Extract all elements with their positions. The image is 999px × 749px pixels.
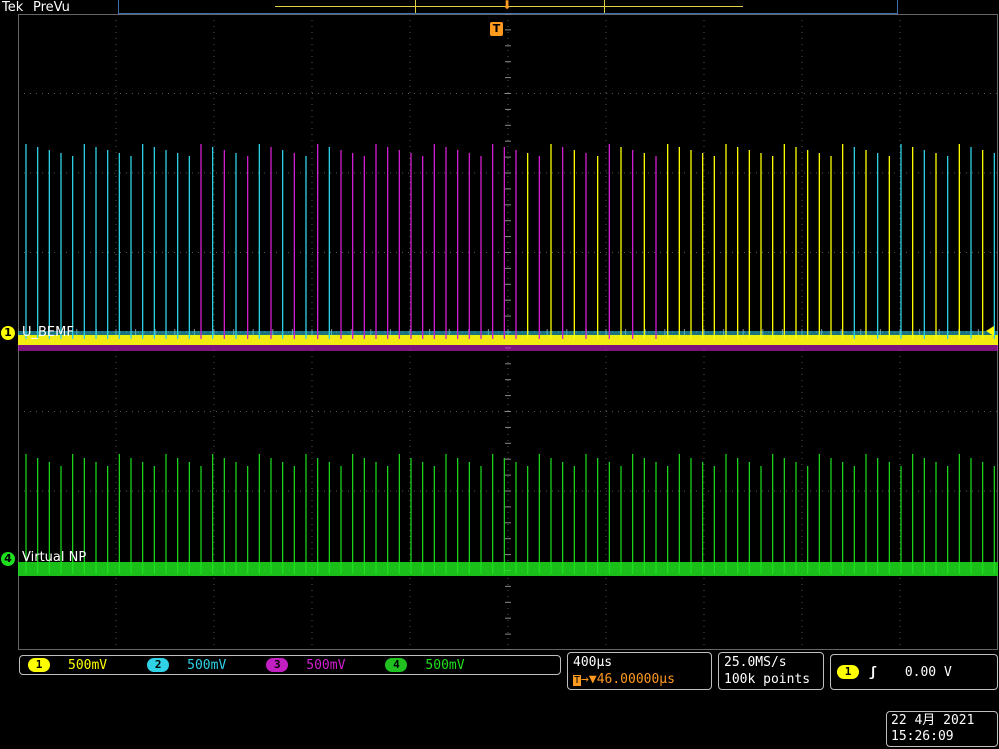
time-per-division: 400µs xyxy=(573,655,613,670)
time-value: 15:26:09 xyxy=(891,729,954,744)
ch3-scale[interactable]: 3 500mV xyxy=(266,658,375,673)
date-time-display: 22 4月 2021 15:26:09 xyxy=(886,711,998,747)
ch4-badge: 4 xyxy=(385,658,408,672)
ch4-scale-value: 500mV xyxy=(425,657,465,673)
date-value: 22 4月 2021 xyxy=(891,713,975,728)
ch2-offset-arrow-icon xyxy=(986,326,994,336)
ch1-trace xyxy=(18,335,998,345)
trigger-position-arrow-icon: ⬇ xyxy=(502,0,513,12)
ch2-scale[interactable]: 2 500mV xyxy=(147,658,256,673)
ch2-scale-value: 500mV xyxy=(187,657,227,673)
ch4-trace xyxy=(18,562,998,576)
trigger-position-marker[interactable]: T xyxy=(490,22,503,36)
channel-scale-panel[interactable]: 1 500mV 2 500mV 3 500mV 4 500mV xyxy=(19,655,561,675)
acquisition-mode-label: PreVu xyxy=(33,0,70,15)
trigger-source-badge: 1 xyxy=(837,665,859,679)
waveform-display[interactable] xyxy=(18,14,998,650)
ch2-badge: 2 xyxy=(147,658,170,672)
ch4-trace-label: Virtual NP xyxy=(22,550,87,565)
ch1-scale-value: 500mV xyxy=(68,657,108,673)
rising-edge-icon: ʃ xyxy=(869,664,877,680)
ch1-badge: 1 xyxy=(28,658,50,672)
ch3-badge: 3 xyxy=(266,658,289,672)
trigger-icon: T xyxy=(573,675,582,686)
trigger-delay: T→▼46.00000µs xyxy=(573,671,706,689)
trigger-delay-value: 46.00000µs xyxy=(596,672,675,687)
ch4-ground-marker[interactable]: 4 xyxy=(1,552,15,566)
horizontal-panel[interactable]: 400µs T→▼46.00000µs xyxy=(567,652,712,690)
ch3-scale-value: 500mV xyxy=(306,657,346,673)
tek-logo: Tek xyxy=(2,0,24,15)
trigger-panel[interactable]: 1 ʃ 0.00 V xyxy=(830,654,998,690)
trigger-level: 0.00 V xyxy=(904,664,952,680)
ch1-scale[interactable]: 1 500mV xyxy=(28,658,137,673)
ch1-trace-label: U_BEMF xyxy=(22,325,74,340)
sample-rate: 25.0MS/s xyxy=(724,655,787,670)
ch1-ground-marker[interactable]: 1 xyxy=(1,326,15,340)
trigger-delay-arrow-icon: →▼ xyxy=(581,672,597,687)
record-length: 100k points xyxy=(724,672,811,687)
ch4-scale[interactable]: 4 500mV xyxy=(385,657,465,673)
acquisition-panel[interactable]: 25.0MS/s 100k points xyxy=(718,652,824,690)
